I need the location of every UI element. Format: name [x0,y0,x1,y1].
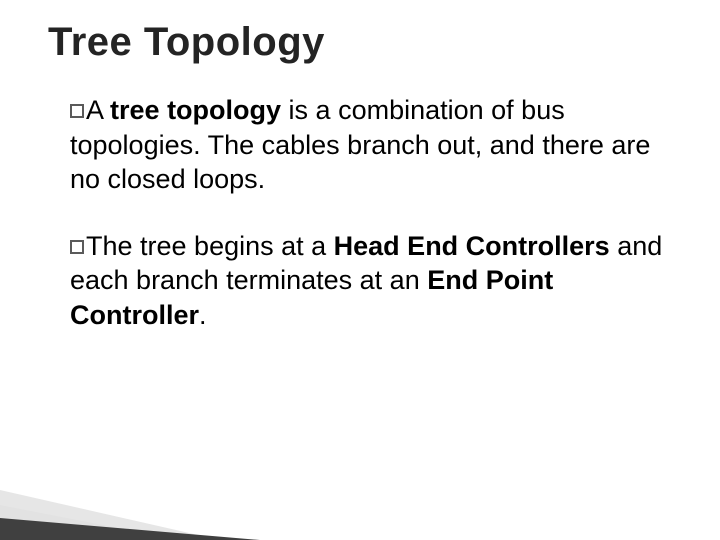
bullet-item: A tree topology is a combination of bus … [70,93,672,197]
slide: Tree Topology A tree topology is a combi… [0,0,720,540]
bullet-text: A tree topology is a combination of bus … [70,95,650,194]
bullet-text: The tree begins at a Head End Controller… [70,231,662,330]
bullet-item: The tree begins at a Head End Controller… [70,229,672,333]
bullet-marker-icon [70,240,84,254]
corner-decoration-icon [0,470,260,540]
slide-title: Tree Topology [48,20,672,65]
bullet-marker-icon [70,104,84,118]
